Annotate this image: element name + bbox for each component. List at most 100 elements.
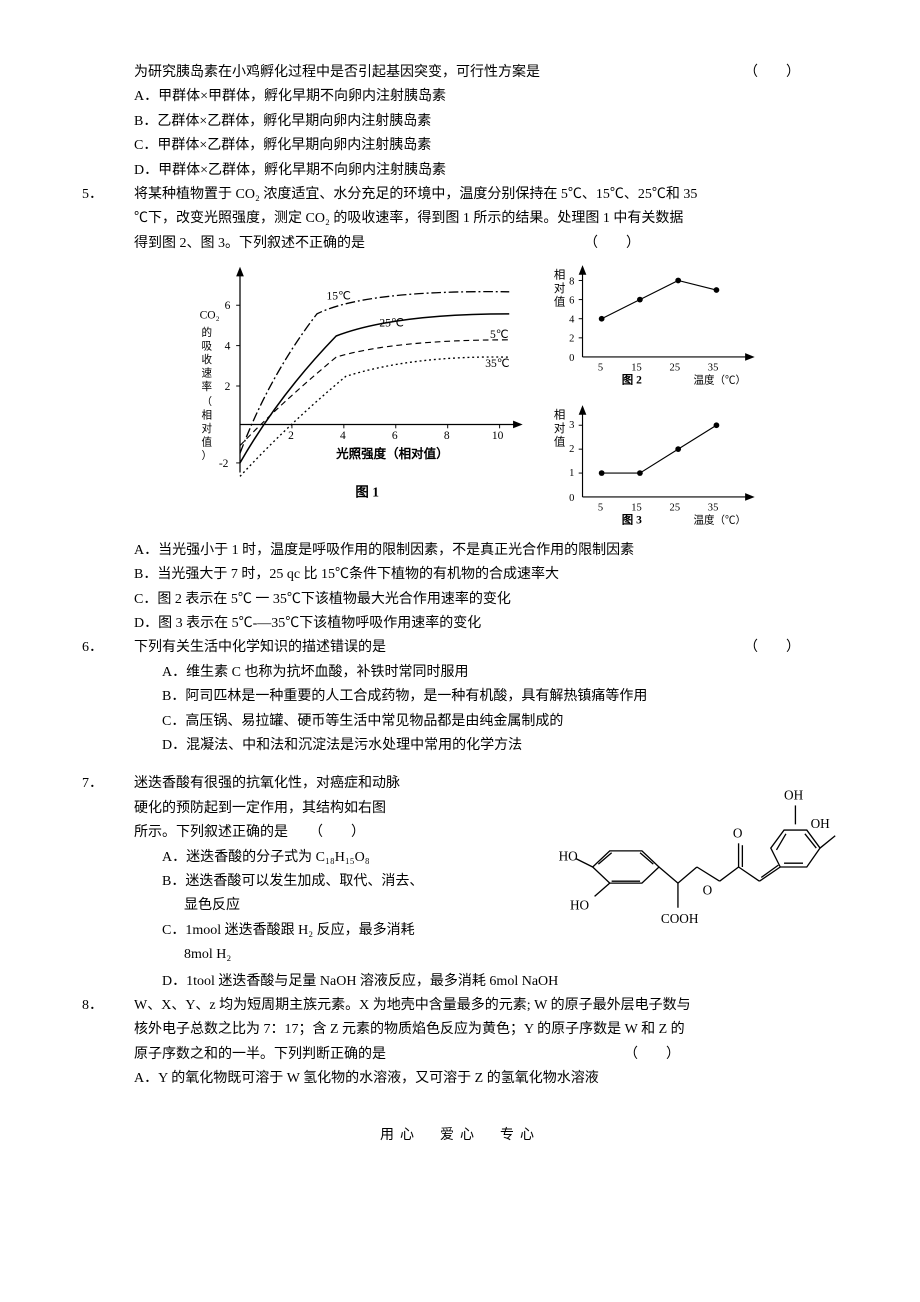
figure-1: CO₂ 的 吸 收 速 率 （ 相 对 值 ） 6 4 2 -2 2 4 6 8 (190, 261, 540, 519)
svg-text:相: 相 (202, 409, 213, 422)
svg-text:对: 对 (554, 281, 565, 295)
q7-opt-b2: 显色反应 (80, 895, 538, 917)
svg-text:15: 15 (631, 362, 642, 373)
svg-text:2: 2 (288, 430, 294, 442)
svg-text:温度（℃）: 温度（℃） (693, 374, 746, 386)
svg-text:8: 8 (444, 430, 450, 442)
svg-text:35: 35 (708, 362, 719, 373)
svg-text:图 3: 图 3 (622, 513, 642, 525)
svg-text:15℃: 15℃ (327, 291, 352, 303)
svg-text:率: 率 (202, 380, 213, 393)
q7-stem1: 迷迭香酸有很强的抗氧化性，对癌症和动脉 (134, 776, 400, 791)
q8-stem1: W、X、Y、z 均为短周期主族元素。X 为地壳中含量最多的元素; W 的原子最外… (134, 998, 691, 1013)
q4-paren: （ ） (744, 62, 800, 84)
q4-opt-a: A．甲群体×甲群体，孵化早期不向卵内注射胰岛素 (80, 86, 840, 108)
q5-num: 5． (108, 184, 134, 206)
q5-opt-a: A．当光强小于 1 时，温度是呼吸作用的限制因素，不是真正光合作用的限制因素 (80, 540, 840, 562)
svg-text:图 1: 图 1 (355, 485, 379, 500)
q8-num: 8． (108, 995, 134, 1017)
svg-text:6: 6 (225, 300, 231, 312)
q7-stem2: 硬化的预防起到一定作用，其结构如右图 (80, 798, 538, 820)
svg-text:5: 5 (598, 362, 603, 373)
svg-text:35: 35 (708, 502, 719, 513)
svg-text:图 2: 图 2 (622, 374, 642, 386)
q8-paren: （ ） (624, 1044, 680, 1066)
svg-text:HO: HO (570, 898, 590, 913)
svg-text:CO₂: CO₂ (200, 310, 220, 322)
svg-text:1: 1 (569, 467, 574, 478)
q7-opt-c2: 8mol H₂ (80, 944, 538, 966)
svg-text:O: O (733, 826, 743, 841)
svg-text:OH: OH (784, 788, 804, 803)
q6-num: 6． (108, 637, 134, 659)
svg-text:0: 0 (569, 353, 574, 364)
svg-text:4: 4 (569, 315, 575, 326)
svg-text:吸: 吸 (202, 342, 213, 353)
q7-opt-d: D．1tool 迷迭香酸与足量 NaOH 溶液反应，最多消耗 6mol NaOH (80, 971, 840, 993)
q6-opt-c: C．高压锅、易拉罐、硬币等生活中常见物品都是由纯金属制成的 (80, 711, 840, 733)
svg-text:）: ） (202, 449, 213, 462)
q4-opt-c: C．甲群体×乙群体，孵化早期向卵内注射胰岛素 (80, 135, 840, 157)
svg-text:COOH: COOH (661, 911, 699, 926)
svg-text:35℃: 35℃ (485, 358, 510, 370)
q8-opt-a: A．Y 的氧化物既可溶于 W 氢化物的水溶液，又可溶于 Z 的氢氧化物水溶液 (80, 1068, 840, 1090)
q7-opt-a: A．迷迭香酸的分子式为 C₁₈H₁₅O₈ (80, 847, 538, 869)
q6-stem: 下列有关生活中化学知识的描述错误的是 (134, 640, 386, 655)
svg-text:速: 速 (202, 368, 213, 380)
svg-text:光照强度（相对值）: 光照强度（相对值） (335, 446, 449, 461)
svg-text:10: 10 (492, 430, 504, 442)
q5-opt-d: D．图 3 表示在 5℃-—35℃下该植物呼吸作用速率的变化 (80, 613, 840, 635)
svg-text:8: 8 (569, 276, 574, 287)
svg-text:2: 2 (569, 334, 574, 345)
svg-text:值: 值 (202, 436, 213, 449)
q5-stem3: 得到图 2、图 3。下列叙述不正确的是 (134, 236, 365, 251)
q8-stem2: 核外电子总数之比为 7：17；含 Z 元素的物质焰色反应为黄色；Y 的原子序数是… (80, 1019, 840, 1041)
svg-text:收: 收 (202, 353, 213, 366)
svg-text:HO: HO (559, 849, 579, 864)
svg-text:温度（℃）: 温度（℃） (693, 513, 746, 525)
svg-text:25: 25 (670, 362, 681, 373)
q6-paren: （ ） (770, 637, 800, 659)
svg-text:6: 6 (392, 430, 398, 442)
q6-opt-b: B．阿司匹林是一种重要的人工合成药物，是一种有机酸，具有解热镇痛等作用 (80, 686, 840, 708)
figure-3: 相 对 值 3 2 1 0 5152535 图 3 温度（℃） (550, 401, 770, 534)
q5-opt-c: C．图 2 表示在 5℃ 一 35℃下该植物最大光合作用速率的变化 (80, 589, 840, 611)
svg-text:对: 对 (554, 420, 565, 434)
svg-text:3: 3 (569, 420, 574, 431)
svg-text:相: 相 (554, 408, 565, 421)
svg-text:4: 4 (225, 341, 231, 353)
svg-text:4: 4 (340, 430, 346, 442)
q6-opt-d: D．混凝法、中和法和沉淀法是污水处理中常用的化学方法 (80, 735, 840, 757)
svg-text:相: 相 (554, 269, 565, 282)
q8-stem3: 原子序数之和的一半。下列判断正确的是 (134, 1047, 386, 1062)
svg-text:值: 值 (554, 435, 565, 448)
svg-text:15: 15 (631, 502, 642, 513)
q4-opt-b: B．乙群体×乙群体，孵化早期向卵内注射胰岛素 (80, 111, 840, 133)
q4-opt-d: D．甲群体×乙群体，孵化早期不向卵内注射胰岛素 (80, 160, 840, 182)
page-footer: 用心 爱心 专心 (80, 1125, 840, 1147)
q7-opt-c1: C．1mool 迷迭香酸跟 H₂ 反应，最多消耗 (80, 920, 538, 942)
figure-2: 相 对 值 8 6 4 2 0 5 15 25 35 图 2 温度（℃） (550, 261, 770, 394)
svg-text:值: 值 (554, 295, 565, 308)
svg-text:25: 25 (670, 502, 681, 513)
svg-text:O: O (703, 883, 713, 898)
q4-stem: 为研究胰岛素在小鸡孵化过程中是否引起基因突变，可行性方案是 (134, 65, 540, 80)
q7-num: 7． (108, 773, 134, 795)
q6-opt-a: A．维生素 C 也称为抗坏血酸，补铁时常同时服用 (80, 662, 840, 684)
svg-text:的: 的 (202, 326, 213, 339)
q7-opt-b1: B．迷迭香酸可以发生加成、取代、消去、 (80, 871, 538, 893)
svg-text:25℃: 25℃ (379, 318, 404, 330)
q5-paren: （ ） (584, 233, 640, 255)
svg-text:2: 2 (225, 381, 231, 393)
svg-text:2: 2 (569, 444, 574, 455)
svg-text:OH: OH (811, 817, 831, 832)
svg-text:（: （ (202, 395, 213, 408)
svg-text:5℃: 5℃ (490, 329, 509, 341)
q5-stem1: 将某种植物置于 CO₂ 浓度适宜、水分充足的环境中，温度分别保持在 5℃、15℃… (134, 187, 697, 202)
svg-text:6: 6 (569, 296, 574, 307)
q7-structure: HO HO COOH O O OH OH (550, 771, 840, 965)
svg-text:-2: -2 (219, 458, 229, 470)
q5-opt-b: B．当光强大于 7 时，25 qc 比 15℃条件下植物的有机物的合成速率大 (80, 564, 840, 586)
q7-stem3: 所示。下列叙述正确的是 （ ） (80, 822, 538, 844)
svg-text:5: 5 (598, 502, 603, 513)
